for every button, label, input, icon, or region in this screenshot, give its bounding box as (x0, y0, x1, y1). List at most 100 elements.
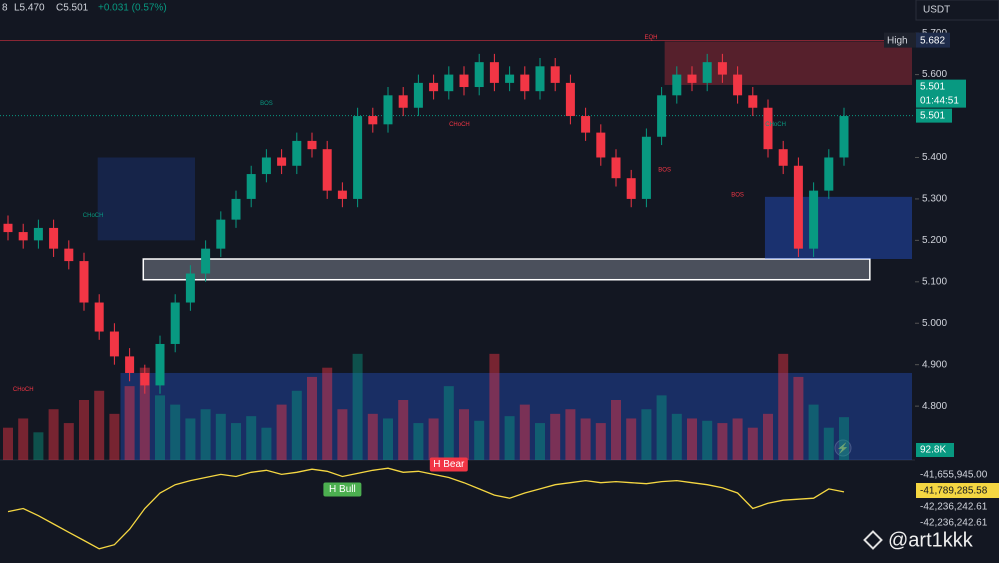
volume-bar (504, 416, 515, 460)
candle-body (474, 62, 484, 88)
volume-bar (717, 423, 728, 460)
volume-bar (535, 423, 545, 460)
candle-body (109, 331, 119, 357)
symbol: 8 (2, 3, 8, 14)
volume-bar (489, 353, 500, 460)
volume-bar (139, 367, 150, 460)
candle-body (216, 219, 226, 249)
candle-body (459, 74, 469, 88)
volume-bar (79, 400, 89, 460)
candle-body (505, 74, 515, 83)
ohlc-close: C5.501 (56, 3, 89, 14)
volume-bar (246, 416, 257, 460)
candle-body (94, 302, 104, 332)
candle-body (581, 116, 591, 133)
structure-label: EQH (644, 35, 657, 41)
volume-bar (732, 418, 743, 460)
candle-body (33, 227, 43, 241)
zone (120, 372, 913, 460)
volume-bar (580, 418, 591, 460)
structure-label: CHoCH (13, 387, 34, 393)
candle-body (292, 140, 302, 166)
candle-body (489, 62, 499, 83)
candle-body (748, 95, 758, 108)
volume-bar (671, 413, 682, 460)
volume-bar (155, 395, 165, 460)
candle-body (353, 116, 363, 199)
volume-bar (322, 367, 333, 460)
currency: USDT (923, 5, 950, 16)
candle-body (778, 149, 788, 166)
oscillator-line (7, 467, 845, 550)
volume-bar (94, 390, 105, 460)
volume-bar (839, 417, 849, 460)
volume-bar (200, 409, 211, 460)
high-value: 5.682 (920, 35, 945, 46)
volume-bar (611, 400, 621, 460)
volume-bar (595, 423, 606, 460)
currency-box (915, 0, 999, 21)
volume-bar (383, 418, 393, 460)
candle-body (322, 149, 332, 191)
candle-body (824, 157, 834, 191)
last-price: 5.501 (920, 81, 945, 92)
volume-bar (231, 423, 241, 460)
candle-body (565, 82, 575, 117)
last-price-2: 5.501 (920, 110, 945, 121)
volume-bar (261, 427, 272, 460)
structure-label: CHoCH (765, 122, 786, 128)
watermark: @art1kkk (888, 529, 974, 551)
volume-bar (3, 427, 13, 460)
volume-bar (398, 400, 409, 460)
alert-icon[interactable] (834, 439, 852, 457)
candle-body (201, 248, 211, 274)
candle-body (277, 157, 287, 166)
volume-bar (18, 418, 29, 460)
candle-body (839, 116, 849, 158)
candle-body (763, 107, 773, 150)
signal-box (323, 482, 362, 497)
volume-bar (656, 395, 667, 460)
zone (142, 258, 871, 281)
volume-bar (550, 413, 561, 460)
candle-body (185, 273, 195, 303)
volume-bar (63, 423, 74, 460)
volume-bar (763, 413, 773, 460)
volume-bar (459, 409, 469, 460)
candle-body (550, 66, 560, 83)
volume-bar (48, 409, 59, 460)
signal-label: H Bull (329, 484, 356, 495)
volume-bar (291, 390, 302, 460)
volume-bar (808, 404, 819, 460)
candle-body (535, 66, 545, 92)
candle-body (307, 140, 317, 150)
candle-body (231, 198, 241, 220)
y-tick-label: 5.100 (922, 276, 947, 287)
volume-bar (443, 386, 454, 460)
volume-bar (276, 404, 287, 460)
last-price-box2 (916, 108, 952, 123)
volume-bar (687, 418, 697, 460)
signal-box (429, 457, 468, 472)
high-name: High (887, 35, 908, 46)
candle-body (140, 372, 150, 386)
structure-label: CHoCH (449, 122, 470, 128)
candle-body (368, 116, 378, 125)
candle-body (3, 223, 13, 233)
osc-scale-label: -42,236,242.61 (920, 518, 988, 529)
candle-body (733, 74, 743, 96)
countdown: 01:44:51 (920, 95, 959, 106)
candle-body (49, 227, 59, 249)
volume-bar (215, 413, 226, 460)
high-value-box (916, 32, 950, 48)
candle-body (641, 136, 651, 199)
signal-label: H Bear (433, 459, 465, 470)
candle-body (64, 248, 74, 262)
last-price-box (916, 79, 966, 108)
high-name-box (884, 32, 916, 48)
volume-bar (793, 376, 804, 460)
candle-body (702, 62, 712, 83)
volume-bar (778, 353, 789, 460)
volume-bar (352, 353, 363, 460)
candle-body (337, 190, 347, 199)
